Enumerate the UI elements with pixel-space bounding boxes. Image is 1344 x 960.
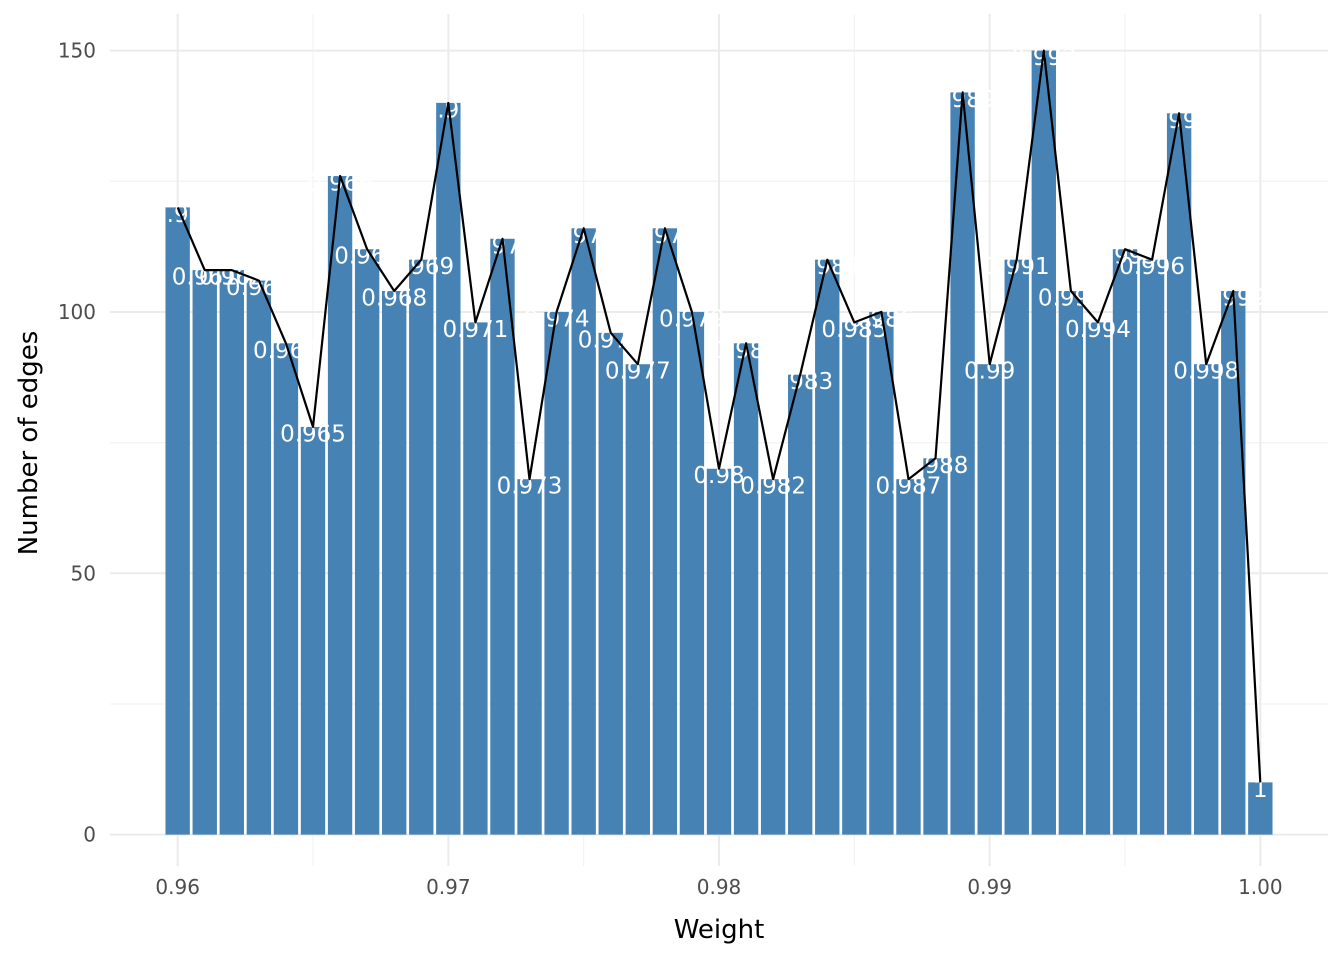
bar [490, 238, 515, 835]
bar-value-label: 1 [1253, 777, 1268, 803]
y-tick-label: 50 [71, 561, 96, 585]
x-tick-label: 1.00 [1238, 875, 1283, 899]
trend-line [176, 49, 1262, 783]
bar [760, 479, 786, 835]
bar [409, 259, 434, 835]
x-tick-label: 0.99 [967, 875, 1012, 899]
bar [192, 270, 217, 835]
bar [1085, 322, 1111, 835]
bar [625, 364, 650, 835]
bar [923, 458, 948, 835]
y-tick-label: 0 [83, 823, 96, 847]
bar [679, 311, 705, 835]
bar-value-label: 0.96 [152, 202, 203, 228]
bar [517, 479, 542, 835]
bar [436, 102, 461, 835]
bar [977, 364, 1002, 835]
bar [246, 280, 272, 835]
bar [896, 479, 921, 835]
bar [733, 343, 759, 835]
x-axis-title: Weight [674, 915, 765, 945]
x-tick-label: 0.98 [697, 875, 742, 899]
bar [1248, 782, 1273, 835]
bar [652, 228, 678, 835]
bar [165, 207, 190, 835]
bar [1004, 259, 1029, 835]
bar [1112, 249, 1138, 835]
bar-value-label: 0.963 [226, 275, 292, 301]
bar [382, 291, 407, 835]
bar-value-label: 0.978 [632, 223, 698, 249]
x-tick-label: 0.96 [155, 875, 200, 899]
bar [463, 322, 488, 835]
y-tick-label: 150 [58, 39, 96, 63]
bar [354, 249, 380, 835]
bar [1139, 259, 1165, 835]
bar [842, 322, 867, 835]
bar [869, 311, 894, 835]
bar [1058, 291, 1084, 835]
bar [327, 176, 353, 835]
bar [1221, 291, 1246, 835]
bar [815, 259, 840, 835]
bar [788, 374, 813, 835]
bar-value-label: 0.986 [848, 306, 914, 332]
axis-ticks: 0.96 0.97 0.98 0.99 1.00 0 50 100 150 [58, 39, 1283, 899]
bar-value-label: 0.975 [551, 223, 617, 249]
bar [571, 228, 596, 835]
bar [273, 343, 299, 835]
bar [1031, 50, 1056, 835]
bar [706, 468, 732, 835]
bar-value-label: 0.984 [794, 254, 860, 280]
x-tick-label: 0.97 [426, 875, 471, 899]
y-tick-label: 100 [58, 300, 96, 324]
bar-value-label: 0.981 [713, 338, 779, 364]
bar-labels: 0.960.9610.9620.9630.9640.9650.9660.9670… [152, 45, 1268, 803]
bar [544, 311, 569, 835]
bar [300, 426, 326, 835]
bar [1166, 113, 1192, 835]
y-axis-title: Number of edges [14, 331, 44, 556]
bar [219, 270, 244, 835]
bar [1194, 364, 1219, 835]
series-line [176, 49, 1262, 783]
bar [598, 332, 623, 835]
